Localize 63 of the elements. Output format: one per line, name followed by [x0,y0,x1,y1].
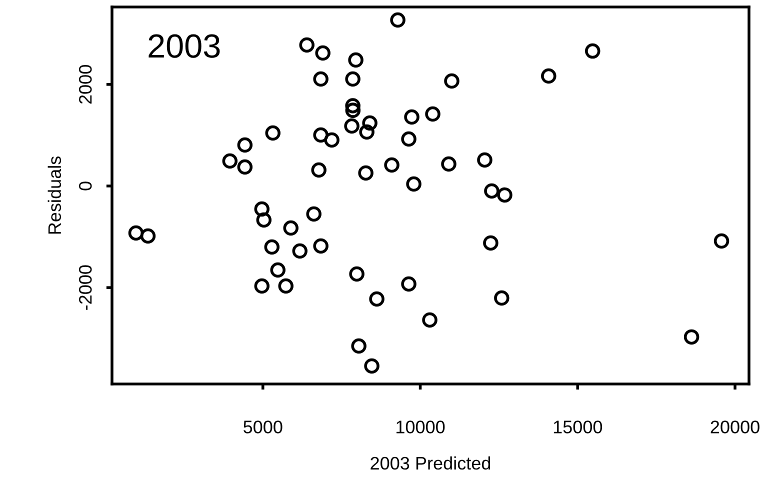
point [348,52,364,68]
point [359,124,374,140]
point [364,358,380,374]
point [584,43,600,59]
point [351,338,366,354]
point [254,201,270,217]
y-tick-label: 2000 [78,65,92,104]
point [369,291,384,307]
point [264,239,280,255]
point [256,212,272,228]
y-tick-label: 0 [78,182,92,190]
point [384,157,400,173]
point [406,176,422,192]
point [311,162,326,178]
point [222,153,238,169]
y-tick-label: -2000 [78,265,92,310]
point [265,125,281,141]
point [344,118,360,134]
point [345,98,360,114]
point [306,206,322,222]
point [283,220,299,236]
x-tick-label: 20000 [710,420,760,434]
point [444,73,460,89]
point [494,290,510,306]
point [404,109,420,125]
point [313,127,328,143]
point [345,71,360,87]
point [477,152,492,168]
point [254,278,270,294]
point [270,262,286,278]
point [714,233,730,249]
y-axis-title: Residuals [48,156,62,234]
text: 2003 [148,34,220,58]
point [313,238,328,254]
point [128,225,144,241]
x-tick-label: 5000 [244,420,282,434]
x-axis-title: 2003 Predicted [370,456,490,470]
point [684,329,700,345]
point [349,266,364,282]
point [497,187,512,203]
point [292,243,308,259]
point [299,37,315,53]
point [441,156,456,172]
point [483,235,498,251]
point [140,228,156,244]
point [484,183,500,199]
point [237,137,253,153]
point [278,278,294,294]
point [401,131,416,147]
point [345,102,361,118]
x-tick-label: 10000 [396,420,445,434]
point [315,45,330,61]
point [541,68,556,84]
point [390,12,406,28]
point [422,312,438,328]
point [237,159,253,175]
point [324,132,340,148]
point [362,115,378,131]
point [425,106,440,122]
x-tick-label: 15000 [554,420,602,434]
point [401,276,416,292]
point [358,165,374,181]
point [313,71,328,87]
